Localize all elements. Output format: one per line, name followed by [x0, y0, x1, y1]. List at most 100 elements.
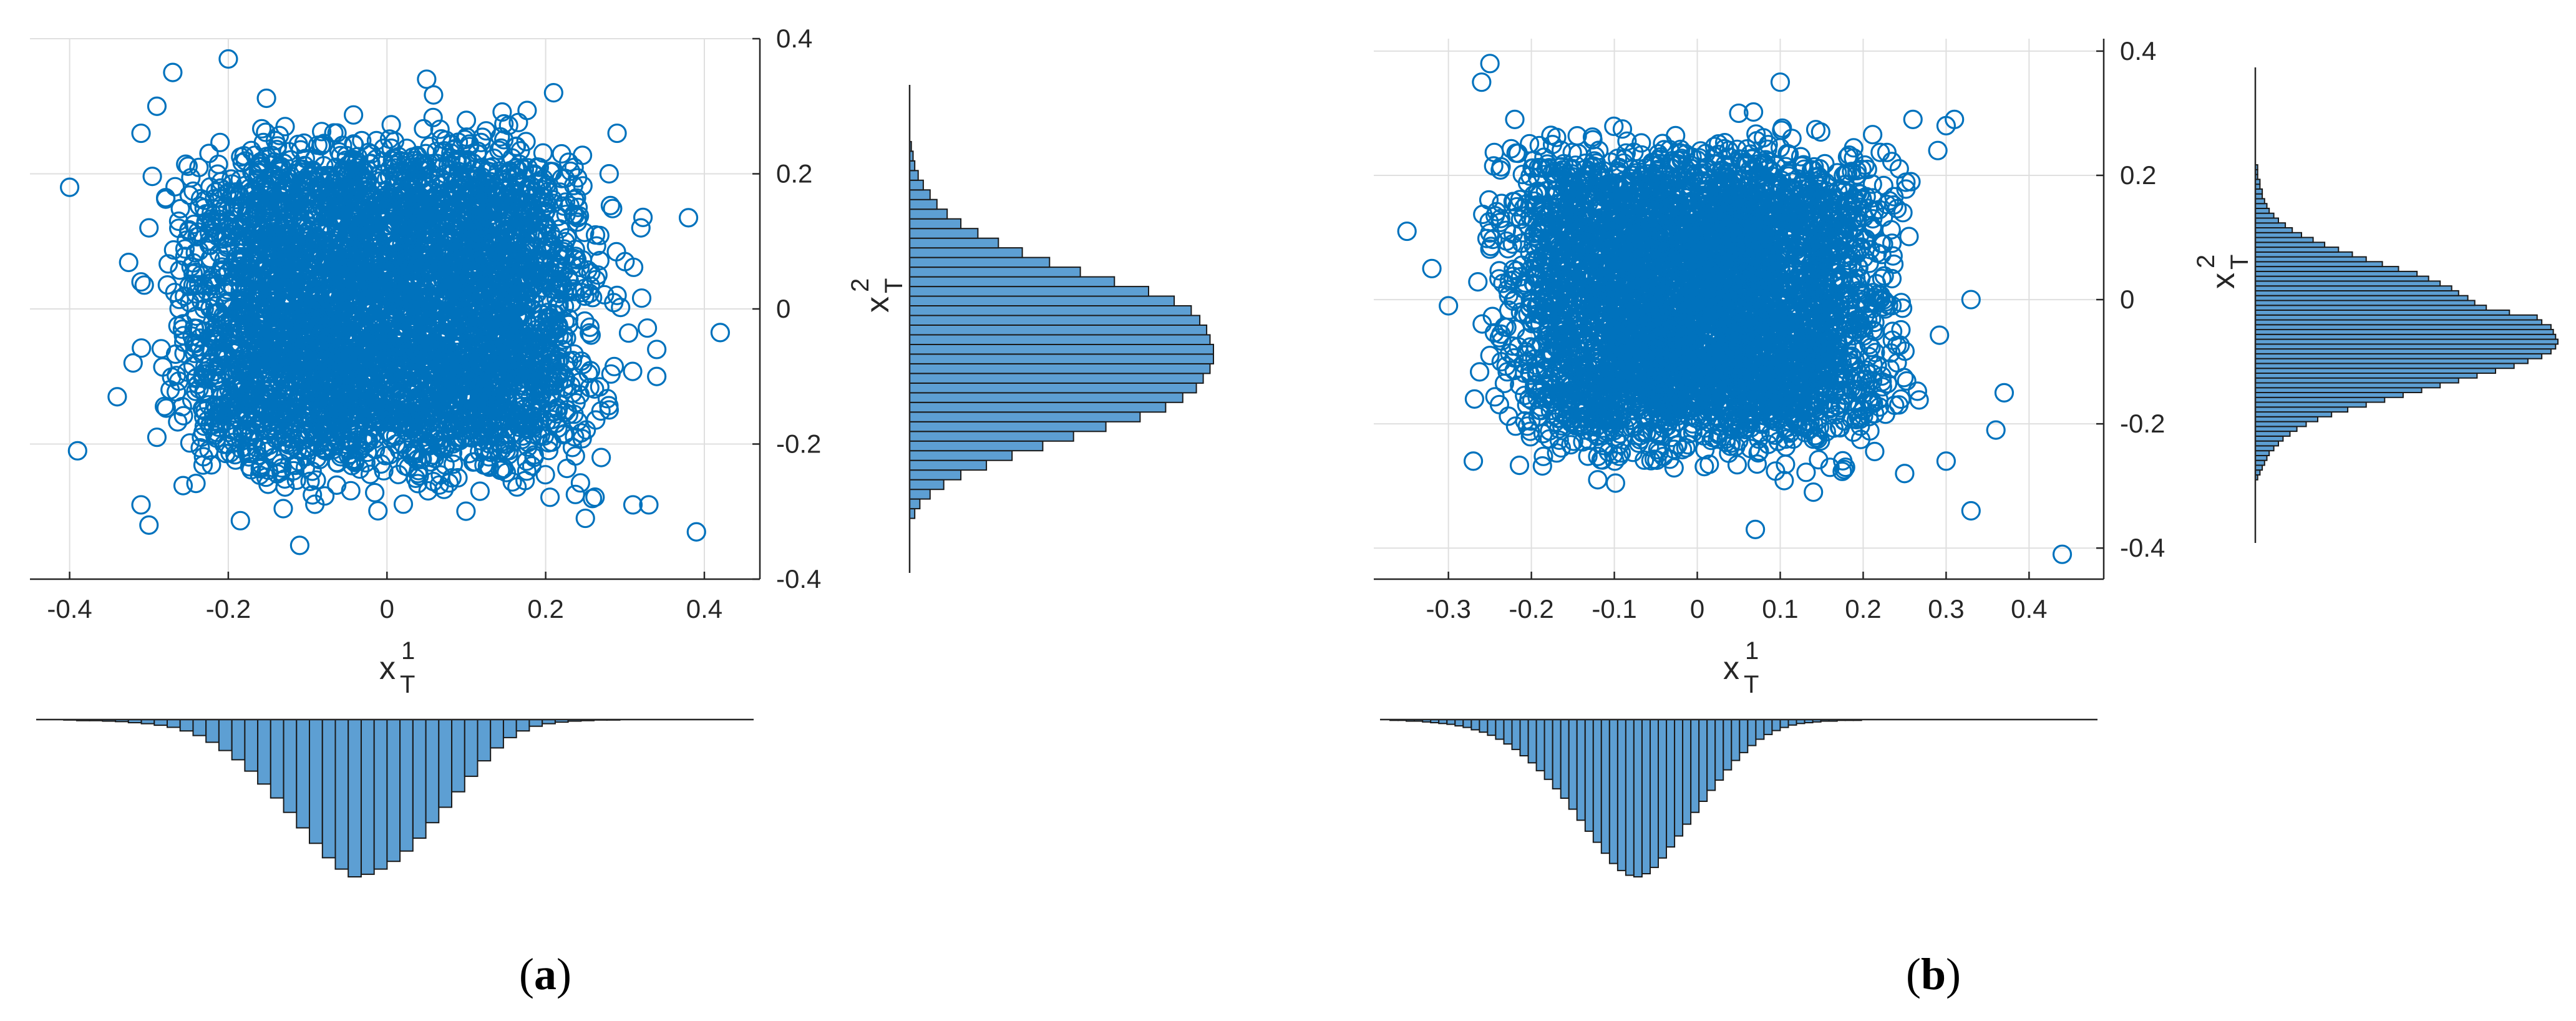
histogram-x-bar	[205, 719, 220, 743]
scatter-point	[175, 247, 195, 266]
y-tick-label: -0.2	[776, 429, 821, 459]
scatter-point	[493, 130, 514, 150]
histogram-y-bar	[909, 334, 1211, 345]
y-tick-label: 0.2	[776, 159, 812, 188]
histogram-y-bar	[909, 189, 931, 200]
y-axis-label: x	[860, 296, 896, 313]
histogram-x-bar	[321, 719, 336, 859]
scatter-point	[637, 318, 658, 338]
histogram-y-bar	[909, 266, 1081, 278]
y-tick-label: 0	[776, 294, 790, 323]
scatter-point	[368, 501, 388, 521]
caption-paren-open: (	[519, 949, 534, 999]
histogram-y-bar	[909, 286, 1149, 297]
histogram-x-bar	[244, 719, 259, 772]
scatter-point	[360, 464, 381, 484]
histogram-y-bar	[909, 440, 1044, 452]
histogram-x-bar	[425, 719, 440, 824]
histogram-x-bar	[373, 719, 388, 870]
histogram-y-bar	[909, 459, 988, 471]
histogram-y-bar	[909, 179, 924, 191]
histogram-x-bar	[490, 719, 504, 749]
histogram-x-bar	[231, 719, 246, 761]
histogram-y-bar	[909, 363, 1211, 374]
histogram-y-bar	[909, 247, 1023, 258]
scatter-point	[173, 406, 193, 426]
histogram-y-bar	[909, 295, 1175, 306]
histogram-y-bar	[909, 498, 921, 510]
histogram-x-bar	[218, 719, 233, 751]
scatter-point	[430, 119, 450, 139]
histogram-y-bar	[909, 305, 1192, 316]
histogram-x-bar	[153, 719, 168, 726]
x-tick-label: -0.2	[206, 594, 251, 623]
histogram-y-bar	[909, 198, 938, 210]
histogram-y-bar	[909, 373, 1204, 384]
histogram-x-bar	[296, 719, 310, 829]
x-tick-label: -0.4	[47, 594, 92, 623]
x-tick-label: 0	[380, 594, 394, 623]
histogram-x-bar	[399, 719, 414, 852]
scatter-point	[202, 455, 221, 475]
scatter-point	[631, 288, 652, 308]
histogram-y-bar	[909, 421, 1107, 432]
histogram-x-bar	[477, 719, 492, 762]
scatter-point	[180, 433, 200, 453]
histogram-x-bar	[361, 719, 375, 875]
histogram-y	[909, 140, 1214, 519]
histogram-y-bar	[909, 353, 1214, 364]
scatter-point	[600, 195, 621, 215]
scatter-point	[303, 485, 323, 505]
scatter-point	[618, 323, 639, 343]
histogram-y-bar	[909, 315, 1201, 326]
panel-caption: (a)	[519, 949, 571, 999]
histogram-y-bar	[909, 411, 1141, 423]
caption-paren-close: )	[557, 949, 571, 999]
histogram-x-bar	[438, 719, 452, 808]
panel-b: -0.3 -0.2 -0.1 0 0.1 0.2 0.3 0.4-0.4-0.200.20.4…	[1374, 36, 2559, 999]
scatter-point	[586, 236, 606, 256]
histogram-y-bar	[909, 325, 1208, 336]
histogram-x-bar	[348, 719, 362, 877]
histogram-y-bar	[909, 170, 919, 181]
scatter-point	[423, 107, 443, 127]
histogram-y-bar	[909, 469, 962, 481]
histogram-x-bar	[412, 719, 427, 839]
histogram-x-bar	[515, 719, 530, 732]
histogram-y-bar	[909, 237, 999, 249]
x-axis-label-sup: 1	[401, 637, 415, 665]
histogram-y-bar	[909, 431, 1074, 442]
histogram-y-bar	[909, 479, 945, 491]
scatter-point	[491, 138, 511, 158]
scatter-point	[343, 105, 364, 125]
histogram-x-bar	[451, 719, 465, 793]
y-tick-label: -0.4	[776, 564, 821, 594]
scatter-point	[119, 252, 139, 273]
histogram-x-bar	[283, 719, 298, 813]
caption-letter: a	[534, 949, 557, 999]
y-tick-label: 0.4	[776, 24, 812, 53]
scatter-point	[424, 85, 444, 105]
scatter-point	[516, 132, 536, 152]
histogram-y-bar	[909, 382, 1197, 394]
histogram-y-bar	[909, 276, 1115, 288]
histogram-x-bar	[179, 719, 194, 732]
scatter-point	[175, 239, 195, 259]
y-axis-label-group: x2 T	[847, 278, 908, 313]
histogram-y-bar	[909, 343, 1214, 355]
histogram-x-bar	[386, 719, 401, 862]
histogram-x-bar	[503, 719, 517, 738]
scatter-point	[456, 501, 476, 521]
histogram-y-bar	[909, 450, 1013, 461]
histogram-y-bar	[909, 218, 962, 230]
histogram-x-bar	[257, 719, 271, 785]
histogram-y-bar	[909, 392, 1184, 403]
scatter-point	[327, 475, 347, 496]
histogram-y-bar	[909, 208, 948, 220]
histogram-x-bar	[167, 719, 181, 728]
x-axis-label-sub: T	[400, 671, 415, 698]
histogram-y-bar	[909, 256, 1051, 268]
histogram-y-bar	[909, 401, 1167, 413]
